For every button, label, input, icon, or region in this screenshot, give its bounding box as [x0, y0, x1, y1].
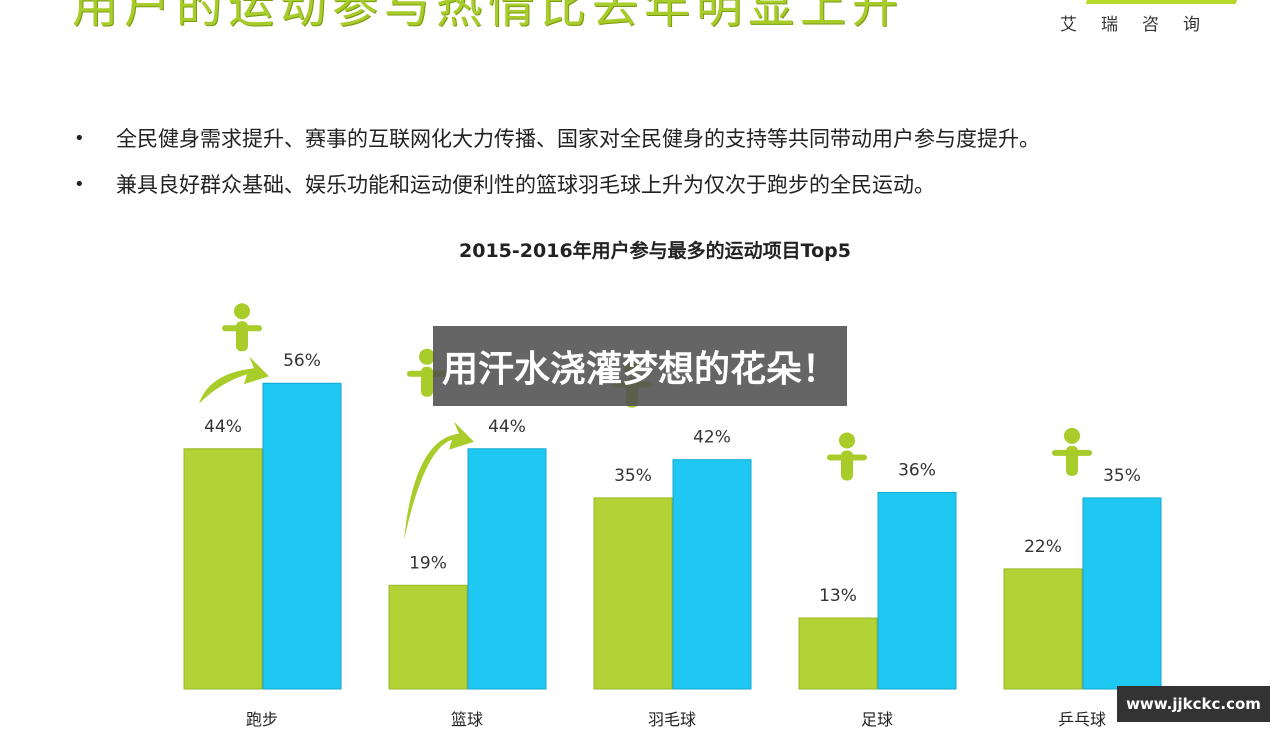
category-label: 羽毛球 — [648, 710, 696, 729]
bar-2016 — [262, 382, 342, 690]
soccer-player-icon — [827, 432, 867, 481]
bar-2016 — [877, 491, 957, 690]
data-label: 42% — [693, 428, 731, 448]
bullet-text: 全民健身需求提升、赛事的互联网化大力传播、国家对全民健身的支持等共同带动用户参与… — [116, 127, 1040, 151]
slide-title: 用户的运动参与热情比去年明显上升 — [72, 0, 904, 33]
data-label: 36% — [898, 460, 936, 480]
bullet-dot-icon: • — [74, 173, 85, 195]
overlay-banner: 用汗水浇灌梦想的花朵！ — [433, 326, 847, 406]
data-label: 35% — [614, 466, 652, 486]
bar-2015 — [1003, 568, 1083, 690]
bar-2015 — [183, 448, 263, 690]
bar-2015 — [388, 584, 468, 690]
chart-title: 2015-2016年用户参与最多的运动项目Top5 — [459, 239, 851, 262]
runner-finish-icon — [222, 303, 262, 352]
bullet-dot-icon: • — [74, 127, 85, 149]
data-label: 22% — [1024, 537, 1062, 557]
data-label: 44% — [488, 417, 526, 437]
bar-2015 — [593, 497, 673, 690]
bar-2016 — [467, 448, 547, 690]
watermark: www.jjkckc.com — [1117, 686, 1270, 722]
bar-2015 — [798, 617, 878, 690]
table-tennis-player-icon — [1052, 427, 1092, 476]
category-label: 篮球 — [451, 710, 483, 729]
growth-arrow-icon — [404, 421, 474, 541]
bar-2016 — [672, 459, 752, 690]
data-label: 13% — [819, 586, 857, 606]
growth-arrow-icon — [199, 356, 269, 404]
bullet-text: 兼具良好群众基础、娱乐功能和运动便利性的篮球羽毛球上升为仅次于跑步的全民运动。 — [116, 173, 935, 197]
bar-2016 — [1082, 497, 1162, 690]
data-label: 56% — [283, 351, 321, 371]
data-label: 44% — [204, 417, 242, 437]
category-label: 足球 — [861, 710, 893, 729]
bullet-item: • 全民健身需求提升、赛事的互联网化大力传播、国家对全民健身的支持等共同带动用户参… — [74, 115, 1040, 161]
bullet-item: • 兼具良好群众基础、娱乐功能和运动便利性的篮球羽毛球上升为仅次于跑步的全民运动。 — [74, 161, 1040, 207]
data-label: 35% — [1103, 466, 1141, 486]
category-label: 跑步 — [246, 710, 278, 729]
category-label: 乒乓球 — [1058, 710, 1106, 729]
data-label: 19% — [409, 553, 447, 573]
brand-name: 艾瑞咨询 — [1060, 15, 1224, 35]
bullet-list: • 全民健身需求提升、赛事的互联网化大力传播、国家对全民健身的支持等共同带动用户参… — [74, 115, 1040, 207]
